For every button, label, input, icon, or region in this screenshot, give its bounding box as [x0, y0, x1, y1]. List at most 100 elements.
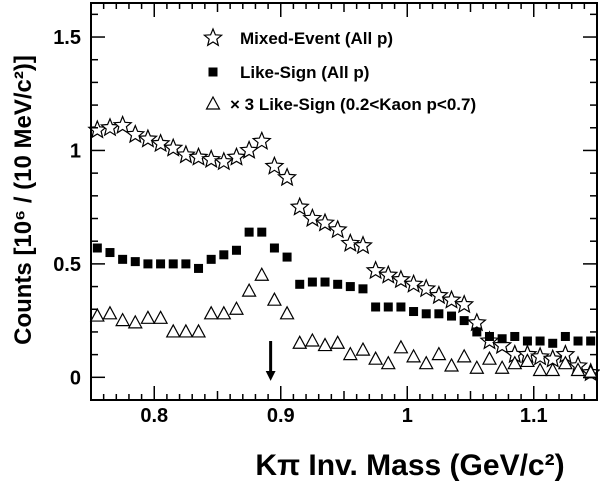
data-point	[444, 357, 460, 372]
x-axis-title: Kπ Inv. Mass (GeV/c²)	[255, 449, 564, 482]
data-point	[481, 350, 497, 365]
data-point	[545, 362, 561, 377]
legend-marker	[205, 95, 221, 110]
data-point	[494, 359, 510, 374]
data-point	[454, 294, 475, 314]
x-tick-label: 1.1	[520, 405, 548, 427]
data-point	[92, 243, 102, 253]
data-point	[390, 269, 412, 289]
data-point	[570, 362, 586, 377]
data-point	[365, 260, 386, 280]
data-point	[191, 323, 207, 338]
data-point	[105, 248, 115, 258]
data-point	[510, 331, 520, 341]
data-point	[264, 155, 285, 175]
data-point	[112, 114, 133, 135]
data-point	[228, 300, 244, 315]
data-point	[380, 355, 396, 370]
legend-item: Like-Sign (All p)	[208, 63, 369, 82]
data-point	[355, 341, 371, 356]
data-point	[466, 312, 487, 332]
legend-item: Mixed-Event (All p)	[202, 27, 393, 48]
data-point	[406, 348, 422, 363]
legend-marker	[202, 27, 224, 47]
data-point	[289, 196, 310, 216]
data-point	[403, 273, 424, 293]
data-point	[279, 305, 295, 320]
data-point	[472, 327, 482, 337]
data-point	[522, 336, 532, 346]
y-tick-label: 1	[70, 140, 81, 162]
data-point	[586, 336, 596, 346]
data-point	[368, 350, 384, 365]
data-point	[421, 309, 431, 319]
data-point	[532, 362, 548, 377]
x-tick-label: 0.8	[140, 405, 168, 427]
data-point	[251, 130, 272, 150]
data-point	[431, 346, 447, 361]
data-point	[143, 259, 153, 269]
data-point	[383, 302, 393, 312]
data-point	[371, 302, 381, 312]
series-1	[87, 114, 600, 382]
data-point	[206, 254, 216, 264]
data-point	[393, 339, 409, 354]
data-point	[484, 331, 494, 341]
data-point	[226, 146, 247, 166]
legend-label: Mixed-Event (All p)	[240, 29, 393, 48]
y-tick-label: 0	[70, 367, 81, 389]
data-point	[317, 337, 333, 352]
data-point	[127, 314, 143, 329]
data-point	[459, 316, 469, 326]
data-point	[428, 285, 449, 305]
data-point	[203, 305, 219, 320]
series-3	[89, 266, 599, 379]
data-point	[330, 335, 346, 349]
data-point	[302, 207, 323, 228]
data-point	[156, 259, 166, 269]
data-point	[315, 212, 336, 232]
data-point	[254, 266, 270, 281]
data-point	[168, 259, 178, 269]
data-point	[396, 302, 406, 312]
data-point	[175, 144, 196, 164]
data-point	[231, 245, 241, 255]
data-point	[535, 336, 545, 346]
data-point	[342, 346, 358, 361]
data-point	[137, 128, 159, 148]
data-point	[239, 139, 260, 159]
data-point	[304, 332, 320, 347]
data-point	[492, 335, 513, 355]
data-point	[327, 219, 348, 239]
data-point	[573, 336, 583, 346]
legend-item: × 3 Like-Sign (0.2<Kaon p<0.7)	[205, 95, 476, 114]
data-point	[282, 252, 292, 262]
data-point	[378, 264, 399, 284]
y-tick-label: 1.5	[53, 27, 81, 49]
data-point	[216, 305, 232, 320]
data-point	[153, 310, 169, 324]
data-point	[102, 305, 118, 320]
data-point	[163, 137, 184, 157]
data-point	[320, 277, 330, 287]
data-point	[194, 263, 204, 273]
y-tick-label: 0.5	[53, 254, 81, 276]
data-point	[89, 307, 105, 322]
data-point	[507, 355, 523, 370]
x-tick-label: 0.9	[267, 405, 295, 427]
legend-marker	[208, 67, 218, 77]
data-point	[115, 312, 131, 327]
legend: Mixed-Event (All p) Like-Sign (All p) × 3 …	[202, 27, 476, 114]
data-point	[557, 355, 573, 370]
data-point	[416, 278, 437, 298]
data-layer	[87, 114, 600, 382]
data-point	[340, 232, 361, 252]
data-point	[519, 353, 535, 368]
data-point	[130, 257, 140, 267]
data-point	[456, 348, 472, 363]
data-point	[409, 307, 419, 317]
data-point	[266, 291, 282, 306]
x-tick-label: 1	[402, 405, 413, 427]
data-point	[241, 282, 257, 297]
